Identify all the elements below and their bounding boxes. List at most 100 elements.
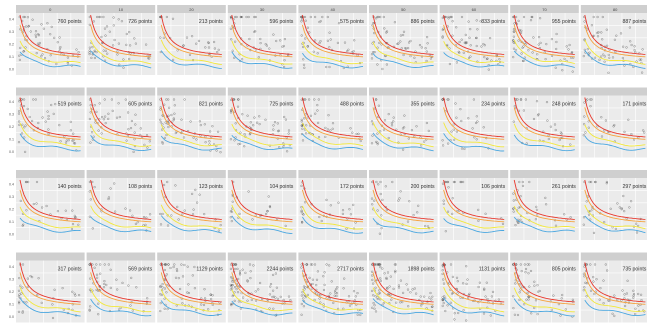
facet-strip-label: 40 xyxy=(330,7,335,12)
data-point xyxy=(18,300,21,303)
data-point xyxy=(213,40,216,44)
data-point xyxy=(191,213,195,216)
data-point xyxy=(252,264,255,267)
data-point xyxy=(303,294,306,297)
data-point xyxy=(546,119,549,122)
data-point xyxy=(121,281,124,284)
data-point xyxy=(300,184,303,187)
data-point xyxy=(180,263,183,266)
data-point xyxy=(302,297,305,300)
data-point xyxy=(75,48,78,51)
data-point xyxy=(413,287,416,290)
data-point xyxy=(104,121,107,125)
data-point xyxy=(512,192,515,195)
data-point xyxy=(321,15,324,19)
data-point xyxy=(376,63,379,66)
facet-panel: 60 833 points xyxy=(439,5,509,75)
data-point xyxy=(314,39,317,42)
facet-panel: 234 points xyxy=(439,87,509,158)
data-point xyxy=(41,116,44,119)
data-point xyxy=(390,124,394,127)
data-point xyxy=(112,16,115,19)
point-count-label: 106 points xyxy=(481,184,505,190)
fit-curve-yellow xyxy=(301,122,364,147)
fit-curve-orange xyxy=(160,24,222,58)
data-point xyxy=(32,98,35,101)
data-point xyxy=(25,25,28,28)
data-point xyxy=(312,50,315,53)
data-point xyxy=(379,130,382,133)
data-point xyxy=(268,205,271,208)
facet-strip xyxy=(510,87,579,96)
data-point xyxy=(304,98,307,101)
data-point xyxy=(113,182,116,185)
data-point xyxy=(23,15,26,19)
data-point xyxy=(195,42,198,45)
data-point xyxy=(582,223,585,226)
fit-curve-red xyxy=(301,262,364,303)
data-point xyxy=(103,27,107,30)
fit-curve-blue xyxy=(372,53,434,68)
data-point xyxy=(61,287,64,290)
fit-curve-blue xyxy=(443,218,505,233)
data-point xyxy=(237,277,240,281)
data-point xyxy=(25,209,28,212)
data-point xyxy=(428,296,431,299)
facet-strip xyxy=(157,170,226,178)
data-point xyxy=(229,283,232,287)
point-count-label: 833 points xyxy=(481,19,505,25)
fit-curve-blue xyxy=(372,132,434,152)
facet-panel: 70 955 points xyxy=(510,5,579,75)
fit-curve-orange xyxy=(513,189,575,223)
data-point xyxy=(336,41,339,44)
facet-strip xyxy=(580,252,647,261)
data-point xyxy=(457,311,460,315)
data-point xyxy=(376,296,379,299)
data-point xyxy=(40,23,43,26)
data-point xyxy=(383,27,386,30)
data-point xyxy=(403,126,406,129)
fit-curve-blue xyxy=(90,135,152,152)
data-point xyxy=(346,49,349,53)
data-point xyxy=(623,297,626,300)
fit-curve-blue xyxy=(372,218,434,234)
data-point xyxy=(34,30,38,33)
fit-curve-orange xyxy=(513,272,575,305)
fit-curve-blue xyxy=(160,135,222,151)
data-point xyxy=(144,223,147,226)
data-point xyxy=(92,50,95,53)
data-point xyxy=(276,122,279,125)
fit-curve-orange xyxy=(372,24,434,58)
data-point xyxy=(237,216,240,219)
data-point xyxy=(183,263,186,267)
data-point xyxy=(198,120,201,123)
data-point xyxy=(465,319,468,322)
data-point xyxy=(441,265,445,268)
data-point xyxy=(371,289,374,292)
data-point xyxy=(536,284,539,287)
data-point xyxy=(259,41,262,45)
data-point xyxy=(17,295,21,298)
data-point xyxy=(397,42,400,45)
data-point xyxy=(166,180,169,184)
data-point xyxy=(56,41,59,44)
point-count-label: 104 points xyxy=(269,184,293,190)
data-point xyxy=(441,139,444,142)
data-point xyxy=(300,209,303,212)
data-point xyxy=(276,297,279,300)
data-point xyxy=(229,27,232,30)
fit-curve-orange xyxy=(160,189,222,223)
data-point xyxy=(482,42,485,46)
data-point xyxy=(88,51,91,54)
data-point xyxy=(67,139,70,142)
data-point xyxy=(91,227,94,230)
data-point xyxy=(485,281,488,284)
data-point xyxy=(102,15,105,19)
data-point xyxy=(390,121,393,125)
data-point xyxy=(370,197,374,200)
data-point xyxy=(536,313,539,316)
data-point xyxy=(378,232,381,235)
facet-panel-background xyxy=(510,178,579,240)
fit-curve-orange xyxy=(584,189,646,223)
data-point xyxy=(374,295,377,298)
